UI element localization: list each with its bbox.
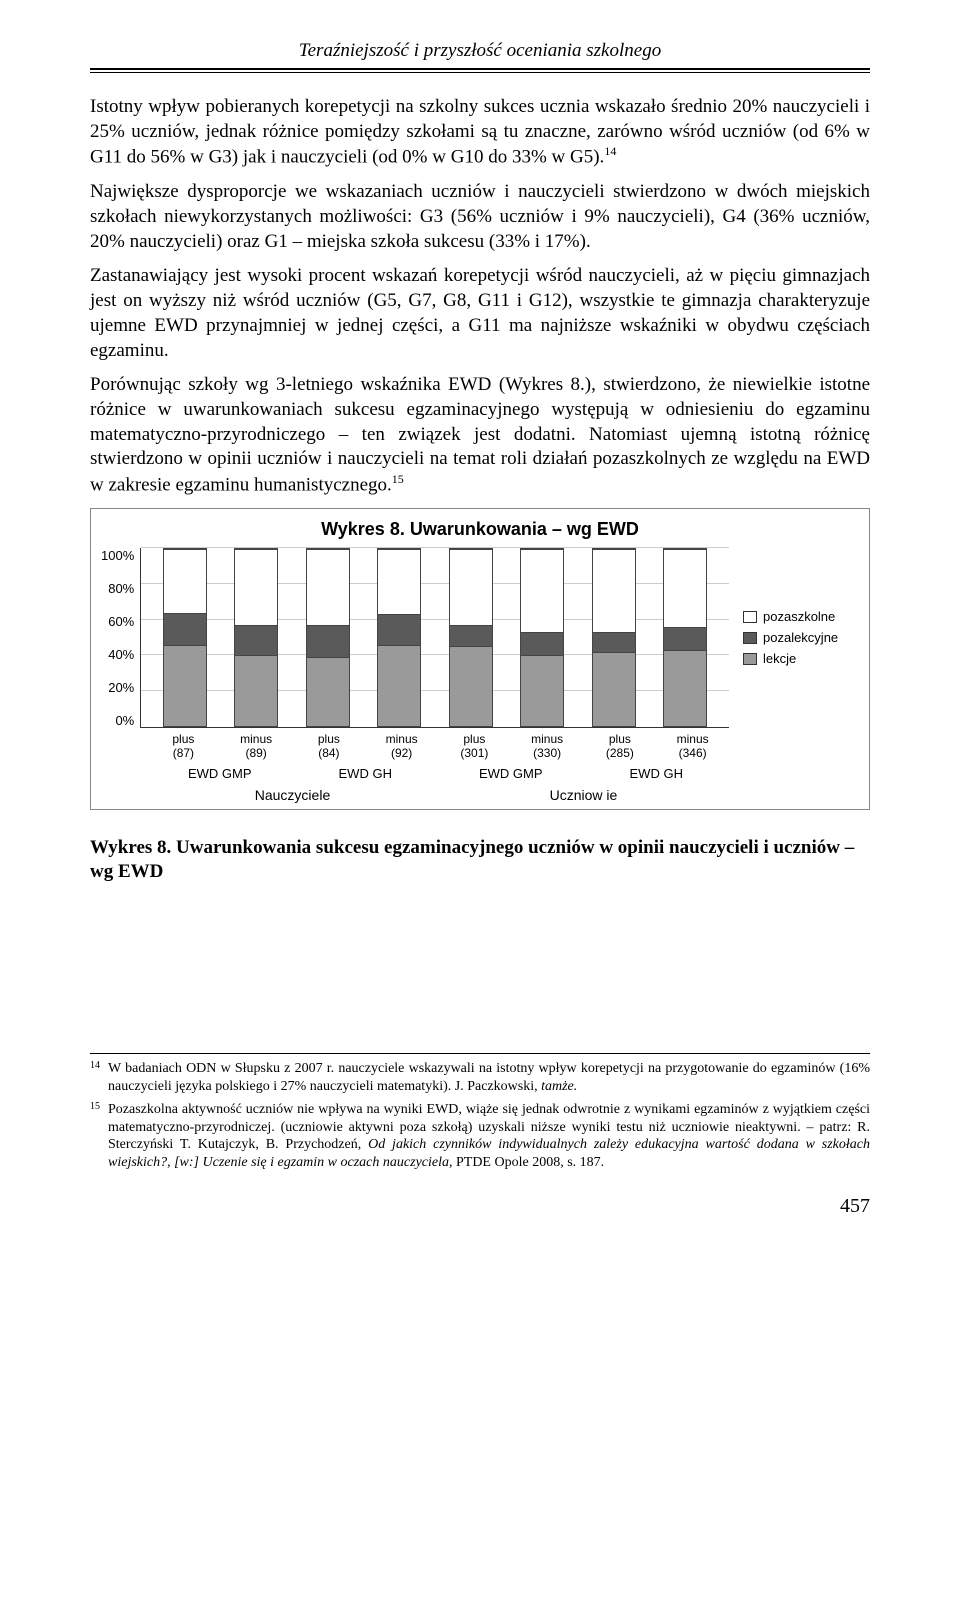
bar-segment-lekcje — [593, 652, 635, 726]
paragraph-1: Istotny wpływ pobieranych korepetycji na… — [90, 95, 870, 170]
bar-segment-pozaszkolne — [593, 549, 635, 632]
chart-caption: Wykres 8. Uwarunkowania sukcesu egzamina… — [90, 836, 870, 884]
paragraph-3: Zastanawiający jest wysoki procent wskaz… — [90, 264, 870, 363]
swatch-pozaszkolne — [743, 611, 757, 623]
x-label: minus(346) — [667, 732, 719, 760]
super-labels: Nauczyciele Uczniow ie — [147, 787, 729, 803]
y-tick: 80% — [101, 581, 134, 596]
bar-segment-pozalekcyjne — [593, 632, 635, 651]
y-tick: 20% — [101, 680, 134, 695]
y-tick: 60% — [101, 614, 134, 629]
bar — [663, 548, 707, 727]
footnote-italic: tamże. — [541, 1079, 577, 1094]
bar-segment-lekcje — [664, 650, 706, 726]
y-axis: 100% 80% 60% 40% 20% 0% — [101, 548, 140, 728]
grid-line — [141, 690, 729, 691]
chart-frame: Wykres 8. Uwarunkowania – wg EWD 100% 80… — [90, 508, 870, 810]
paragraph-1-text: Istotny wpływ pobieranych korepetycji na… — [90, 96, 870, 168]
bar-segment-pozalekcyjne — [521, 632, 563, 655]
grid-line — [141, 654, 729, 655]
bar-segment-pozalekcyjne — [164, 613, 206, 645]
group-label: EWD GMP — [147, 766, 293, 781]
bar-segment-lekcje — [164, 645, 206, 726]
bar — [234, 548, 278, 727]
bar-segment-lekcje — [450, 646, 492, 726]
bar — [592, 548, 636, 727]
swatch-lekcje — [743, 653, 757, 665]
plot-area — [140, 548, 729, 728]
bar-segment-lekcje — [521, 655, 563, 726]
bar-segment-pozalekcyjne — [235, 625, 277, 655]
footnote-ref-14: 14 — [604, 144, 616, 158]
running-header: Teraźniejszość i przyszłość oceniania sz… — [90, 40, 870, 62]
bar-segment-pozalekcyjne — [378, 614, 420, 644]
x-label: plus(84) — [303, 732, 355, 760]
bar — [306, 548, 350, 727]
page-number: 457 — [90, 1195, 870, 1218]
y-tick: 0% — [101, 713, 134, 728]
bar-segment-lekcje — [307, 657, 349, 726]
caption-text: Wykres 8. Uwarunkowania sukcesu egzamina… — [90, 837, 854, 882]
group-label: EWD GH — [293, 766, 439, 781]
footnote-text: W badaniach ODN w Słupsku z 2007 r. nauc… — [108, 1060, 870, 1095]
bar-segment-pozalekcyjne — [307, 625, 349, 657]
footnote-body: PTDE Opole 2008, s. 187. — [452, 1155, 604, 1170]
bar-segment-lekcje — [235, 655, 277, 726]
bar-segment-pozaszkolne — [307, 549, 349, 625]
bar-segment-pozalekcyjne — [664, 627, 706, 650]
bar — [377, 548, 421, 727]
x-label: minus(89) — [230, 732, 282, 760]
bar-segment-pozaszkolne — [521, 549, 563, 632]
legend-item: pozaszkolne — [743, 609, 859, 624]
y-tick: 100% — [101, 548, 134, 563]
paragraph-2: Największe dysproporcje we wskazaniach u… — [90, 180, 870, 254]
super-label: Uczniow ie — [438, 787, 729, 803]
x-label: minus(92) — [376, 732, 428, 760]
grid-line — [141, 547, 729, 548]
bar-segment-pozaszkolne — [235, 549, 277, 625]
bar-segment-pozaszkolne — [664, 549, 706, 627]
bar-segment-pozaszkolne — [378, 549, 420, 614]
bar — [449, 548, 493, 727]
grid-line — [141, 583, 729, 584]
chart-body: 100% 80% 60% 40% 20% 0% pozaszkolne poza… — [101, 548, 859, 728]
legend-item: pozalekcyjne — [743, 630, 859, 645]
bar — [520, 548, 564, 727]
footnote-ref-15: 15 — [392, 472, 404, 486]
group-labels: EWD GMP EWD GH EWD GMP EWD GH — [147, 766, 729, 781]
legend: pozaszkolne pozalekcyjne lekcje — [729, 548, 859, 728]
footnote-15: 15 Pozaszkolna aktywność uczniów nie wpł… — [90, 1101, 870, 1171]
legend-label: lekcje — [763, 651, 796, 666]
x-label: plus(87) — [157, 732, 209, 760]
grid-line — [141, 619, 729, 620]
group-label: EWD GH — [584, 766, 730, 781]
legend-label: pozalekcyjne — [763, 630, 838, 645]
bar-segment-lekcje — [378, 645, 420, 726]
super-label: Nauczyciele — [147, 787, 438, 803]
bar-segment-pozaszkolne — [164, 549, 206, 613]
paragraph-4: Porównując szkoły wg 3-letniego wskaźnik… — [90, 373, 870, 498]
paragraph-4-text: Porównując szkoły wg 3-letniego wskaźnik… — [90, 374, 870, 495]
x-labels: plus(87) minus(89) plus(84) minus(92) plus(3… — [147, 732, 729, 760]
x-label: plus(301) — [448, 732, 500, 760]
x-label: plus(285) — [594, 732, 646, 760]
swatch-pozalekcyjne — [743, 632, 757, 644]
bar-segment-pozaszkolne — [450, 549, 492, 625]
group-label: EWD GMP — [438, 766, 584, 781]
footnote-14: 14 W badaniach ODN w Słupsku z 2007 r. n… — [90, 1060, 870, 1095]
footnote-text: Pozaszkolna aktywność uczniów nie wpływa… — [108, 1101, 870, 1171]
bar — [163, 548, 207, 727]
chart-title: Wykres 8. Uwarunkowania – wg EWD — [101, 519, 859, 540]
bar-segment-pozalekcyjne — [450, 625, 492, 646]
x-label: minus(330) — [521, 732, 573, 760]
y-tick: 40% — [101, 647, 134, 662]
footnote-num: 15 — [90, 1101, 108, 1171]
legend-label: pozaszkolne — [763, 609, 835, 624]
footnote-num: 14 — [90, 1060, 108, 1095]
legend-item: lekcje — [743, 651, 859, 666]
footnote-body: W badaniach ODN w Słupsku z 2007 r. nauc… — [108, 1061, 870, 1094]
footnotes: 14 W badaniach ODN w Słupsku z 2007 r. n… — [90, 1053, 870, 1171]
header-rules — [90, 68, 870, 73]
